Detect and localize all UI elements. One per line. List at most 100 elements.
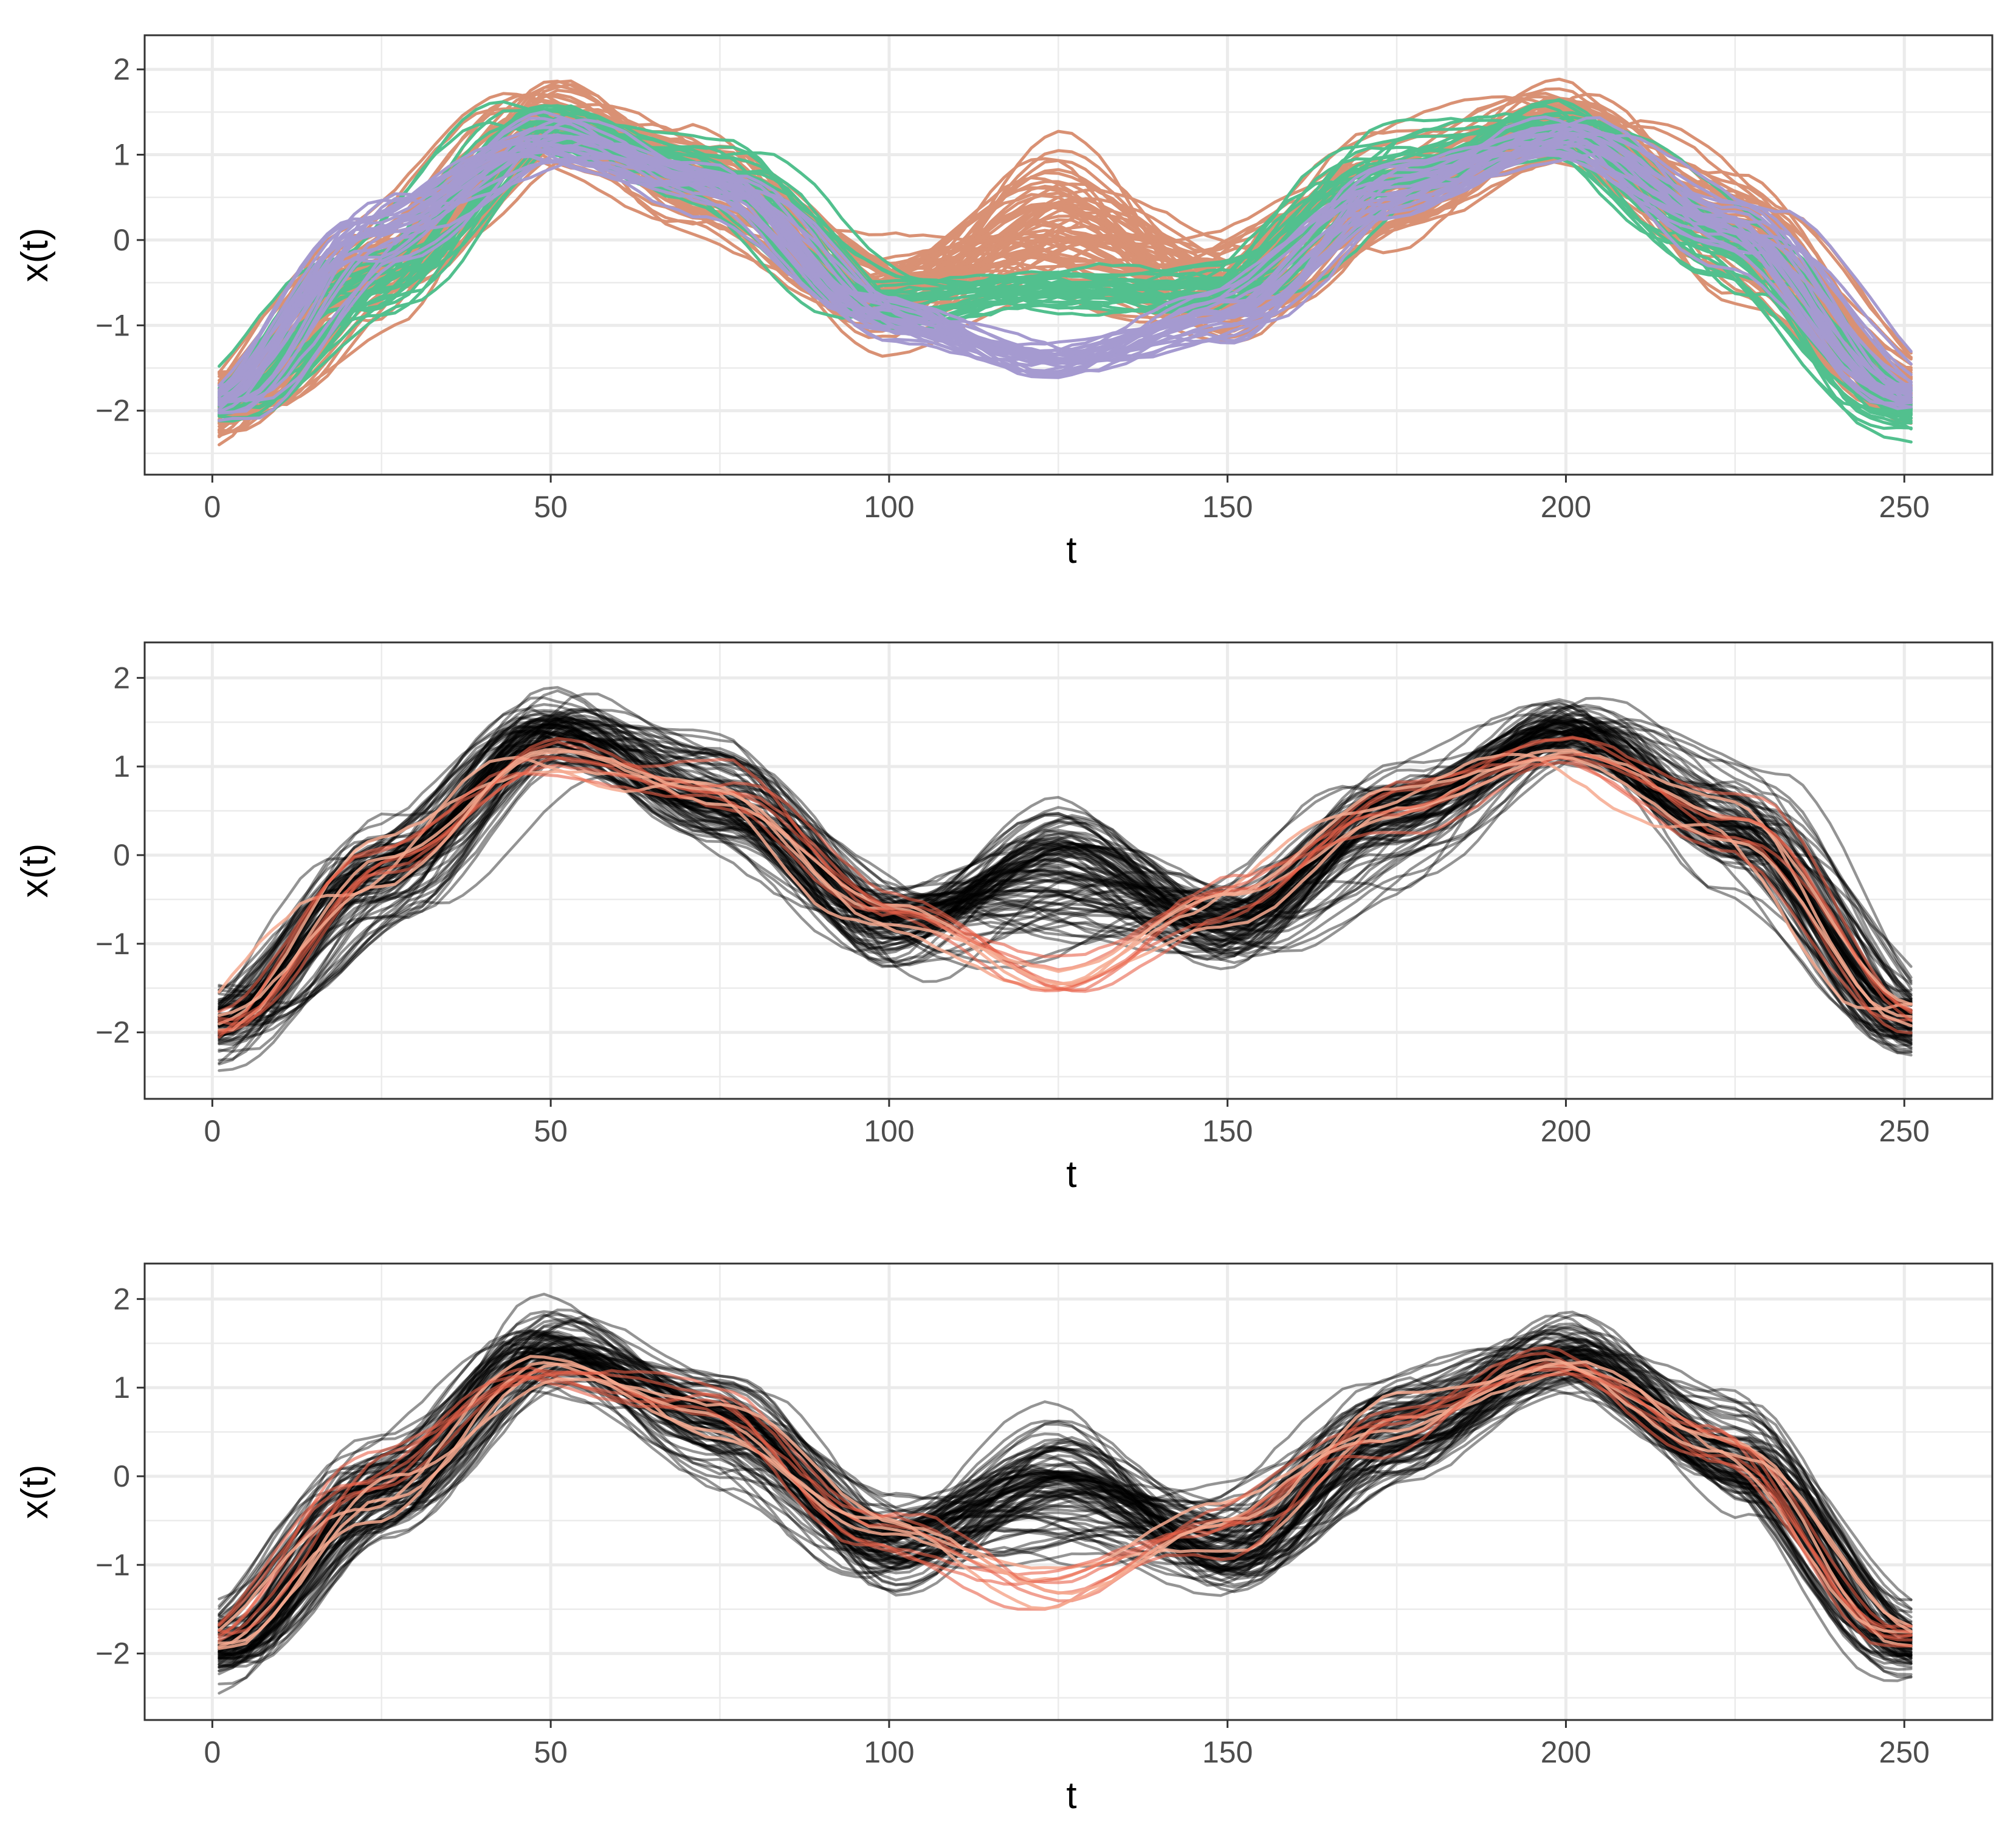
series-curve-1 [218, 721, 1913, 1034]
y-tick-label: 2 [113, 1282, 130, 1316]
series-curve-1 [218, 1353, 1913, 1660]
series-curve-1 [218, 1348, 1913, 1686]
series-curve-1 [218, 718, 1913, 1037]
series-curve-1 [218, 728, 1913, 1005]
series-curve-1 [218, 723, 1913, 1019]
series-curve-1 [218, 708, 1913, 1009]
x-tick-label: 50 [534, 1735, 568, 1769]
panel-2: 0 50 100 150 200 250 −2 −1 0 1 2 t x(t) [14, 641, 1994, 1195]
series-curve-1 [218, 1335, 1913, 1662]
series-curve-1 [218, 713, 1913, 1033]
series-curve-2 [218, 1360, 1913, 1645]
series-curve-1 [218, 720, 1913, 1028]
series-curve-1 [218, 1350, 1913, 1662]
x-tick-label: 0 [204, 1735, 221, 1769]
x-tick-label: 0 [204, 490, 221, 524]
panel-3-grid [145, 1264, 1992, 1720]
series-curve-1 [218, 1329, 1913, 1643]
panel-3: 0 50 100 150 200 250 −2 −1 0 1 2 t x(t) [14, 1262, 1994, 1817]
series-curve-1 [218, 709, 1913, 1014]
series-curve-1 [218, 1336, 1913, 1658]
x-tick-label: 100 [864, 1114, 914, 1148]
series-curve-1 [218, 738, 1913, 1051]
y-tick-label: 0 [113, 223, 130, 257]
x-tick-label: 150 [1202, 1735, 1253, 1769]
x-tick-label: 150 [1202, 1114, 1253, 1148]
series-curve-1 [218, 1357, 1913, 1668]
series-curve-1 [218, 717, 1913, 1047]
series-curve-3 [218, 110, 1913, 411]
series-curve-1 [218, 709, 1913, 1024]
x-tick-label: 0 [204, 1114, 221, 1148]
series-curve-1 [218, 720, 1913, 1013]
panel-2-border [143, 641, 1994, 1100]
series-curve-1 [218, 732, 1913, 1029]
series-curve-1 [218, 726, 1913, 1072]
panel-1-x-tick-labels: 0 50 100 150 200 250 [204, 490, 1930, 524]
series-curve-1 [218, 1333, 1913, 1657]
series-curve-1 [218, 1343, 1913, 1660]
y-tick-label: 1 [113, 1371, 130, 1405]
series-curve-1 [218, 708, 1913, 1036]
panel-3-ticks [137, 1298, 1905, 1728]
series-curve-3 [218, 131, 1913, 402]
series-curve-1 [218, 698, 1913, 1042]
series-curve-3 [218, 117, 1913, 403]
x-tick-label: 250 [1879, 490, 1930, 524]
series-curve-1 [218, 1343, 1913, 1668]
y-tick-label: −2 [95, 1637, 130, 1671]
series-curve-1 [218, 720, 1913, 1019]
panel-2-curves [218, 686, 1913, 1072]
series-curve-1 [218, 744, 1913, 1026]
y-axis-title: x(t) [14, 844, 56, 898]
series-curve-2 [218, 748, 1913, 1026]
x-axis-title: t [1066, 529, 1076, 571]
series-curve-1 [218, 1333, 1913, 1654]
series-curve-2 [218, 1346, 1913, 1648]
panel-1-y-tick-labels: −2 −1 0 1 2 [95, 52, 130, 428]
series-curve-1 [218, 737, 1913, 1042]
series-curve-1 [218, 713, 1913, 1013]
series-curve-1 [218, 717, 1913, 1036]
x-tick-label: 100 [864, 490, 914, 524]
series-curve-1 [218, 1354, 1913, 1654]
series-curve-1 [218, 1331, 1913, 1659]
series-curve-1 [218, 1341, 1913, 1637]
series-curve-1 [218, 716, 1913, 1038]
y-tick-label: 0 [113, 838, 130, 872]
panel-2-x-tick-labels: 0 50 100 150 200 250 [204, 1114, 1930, 1148]
x-axis-title: t [1066, 1154, 1076, 1195]
panel-1-border [143, 34, 1994, 476]
panel-1: 0 50 100 150 200 250 −2 −1 0 1 2 t x(t) [14, 34, 1994, 571]
y-tick-label: 2 [113, 661, 130, 695]
series-curve-1 [218, 735, 1913, 1053]
x-tick-label: 150 [1202, 490, 1253, 524]
x-tick-label: 200 [1541, 1735, 1591, 1769]
series-curve-1 [218, 724, 1913, 1022]
series-curve-1 [218, 729, 1913, 1032]
y-tick-label: −2 [95, 394, 130, 428]
series-curve-1 [218, 1293, 1913, 1638]
panel-1-curves [218, 77, 1913, 447]
series-curve-1 [218, 1348, 1913, 1660]
series-curve-1 [218, 689, 1913, 1032]
panel-3-x-tick-labels: 0 50 100 150 200 250 [204, 1735, 1930, 1769]
series-curve-1 [218, 712, 1913, 1036]
series-curve-1 [218, 1310, 1913, 1647]
series-curve-1 [218, 1343, 1913, 1668]
series-curve-1 [218, 1327, 1913, 1666]
y-tick-label: 1 [113, 749, 130, 783]
series-curve-2 [218, 755, 1913, 1039]
series-curve-1 [218, 1331, 1913, 1635]
series-curve-1 [218, 1338, 1913, 1648]
series-curve-1 [218, 731, 1913, 1026]
series-curve-1 [218, 717, 1913, 1037]
x-tick-label: 50 [534, 1114, 568, 1148]
x-axis-title: t [1066, 1775, 1076, 1817]
series-curve-1 [218, 706, 1913, 1028]
series-curve-1 [218, 749, 1913, 1010]
series-curve-1 [218, 718, 1913, 1022]
series-curve-1 [218, 1355, 1913, 1657]
panel-3-y-tick-labels: −2 −1 0 1 2 [95, 1282, 130, 1670]
